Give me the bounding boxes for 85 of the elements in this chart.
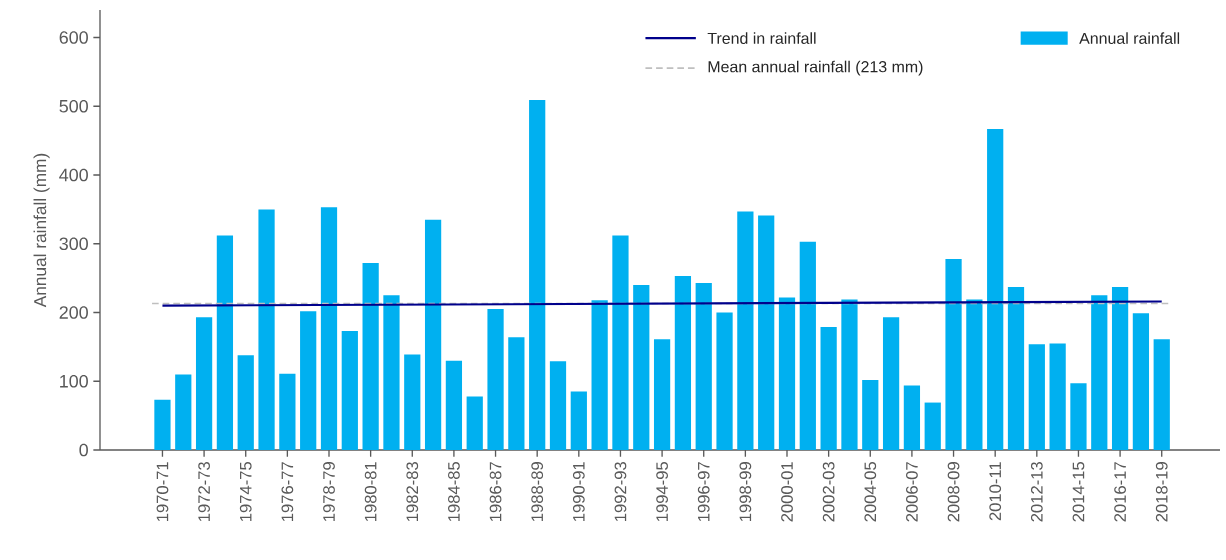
bar xyxy=(862,379,879,450)
bar xyxy=(529,100,546,450)
bar xyxy=(466,396,483,450)
bar xyxy=(237,355,254,450)
bar xyxy=(737,211,754,450)
bar xyxy=(820,326,837,450)
x-tick-label: 2012-13 xyxy=(1030,462,1043,522)
bar xyxy=(966,299,983,450)
bar xyxy=(1132,313,1150,450)
y-axis-title: Annual rainfall (mm) xyxy=(33,153,50,308)
x-tick-label: 1988-89 xyxy=(531,462,544,521)
bar xyxy=(445,360,463,450)
x-tick-label: 1970-71 xyxy=(156,462,169,521)
x-tick-label: 1984-85 xyxy=(448,462,460,521)
bar xyxy=(841,299,858,450)
bar xyxy=(674,276,692,450)
bar xyxy=(924,402,941,450)
bar xyxy=(508,337,525,450)
x-tick-label: 2014-15 xyxy=(1072,462,1085,522)
bar xyxy=(175,374,192,450)
x-tick-label: 1982-83 xyxy=(406,462,419,521)
x-tick-label: 1972-73 xyxy=(198,462,210,521)
bar xyxy=(903,385,921,450)
bar xyxy=(258,209,275,450)
bar xyxy=(1153,339,1170,450)
bar xyxy=(300,311,317,450)
bar xyxy=(320,207,338,450)
y-tick-label: 500 xyxy=(59,99,88,113)
bar xyxy=(633,285,650,450)
legend-label: Annual rainfall xyxy=(1079,32,1180,44)
bar xyxy=(591,300,608,450)
bar xyxy=(758,215,775,450)
legend-label: Trend in rainfall xyxy=(707,32,816,44)
x-tick-label: 2006-07 xyxy=(906,462,918,522)
x-tick-label: 1992-93 xyxy=(614,462,627,521)
x-tick-label: 2002-03 xyxy=(822,462,835,522)
x-tick-label: 2004-05 xyxy=(864,462,877,522)
bar xyxy=(1111,287,1129,450)
bar xyxy=(570,391,587,450)
x-tick-label: 1996-97 xyxy=(697,462,710,521)
x-tick-label: 1994-95 xyxy=(656,462,668,521)
bar xyxy=(424,219,442,450)
bar xyxy=(778,297,796,450)
bar xyxy=(987,128,1004,450)
x-tick-label: 1980-81 xyxy=(364,462,377,521)
y-tick-label: 400 xyxy=(59,168,88,182)
y-tick-label: 300 xyxy=(59,237,88,251)
bar xyxy=(341,331,358,450)
x-tick-label: 1998-99 xyxy=(739,462,752,521)
bar xyxy=(1070,383,1087,450)
y-tick-label: 600 xyxy=(59,31,88,44)
bar xyxy=(653,339,671,450)
y-tick-label: 200 xyxy=(59,306,88,319)
bar xyxy=(404,354,421,450)
bar xyxy=(362,263,379,450)
x-tick-label: 2008-09 xyxy=(947,462,960,522)
y-tick-label: 0 xyxy=(79,443,88,457)
bar xyxy=(1007,287,1025,450)
bar xyxy=(882,317,900,450)
x-tick-label: 2016-17 xyxy=(1114,462,1126,522)
bar xyxy=(549,361,567,450)
y-tick-label: 100 xyxy=(60,374,88,388)
bar xyxy=(154,399,171,450)
x-tick-label: 1978-79 xyxy=(323,462,335,521)
bar xyxy=(612,235,629,450)
x-tick-label: 2018-19 xyxy=(1155,462,1168,522)
bar xyxy=(695,282,712,450)
bar xyxy=(799,241,816,450)
x-tick-label: 2010-11 xyxy=(989,462,1002,521)
x-tick-label: 1976-77 xyxy=(281,462,294,521)
bar xyxy=(195,317,213,450)
bar xyxy=(279,373,296,450)
legend-label: Mean annual rainfall (213 mm) xyxy=(708,60,923,76)
bar xyxy=(716,312,733,450)
bar xyxy=(1049,343,1066,450)
bar xyxy=(383,295,400,450)
bar xyxy=(1028,344,1045,450)
x-tick-label: 1990-91 xyxy=(572,462,585,521)
x-tick-label: 2000-01 xyxy=(781,462,793,522)
bar xyxy=(216,235,234,450)
bar xyxy=(1091,295,1108,450)
bar xyxy=(487,309,504,450)
x-tick-label: 1986-87 xyxy=(489,462,502,521)
bar xyxy=(945,258,962,450)
x-tick-label: 1974-75 xyxy=(239,462,252,521)
